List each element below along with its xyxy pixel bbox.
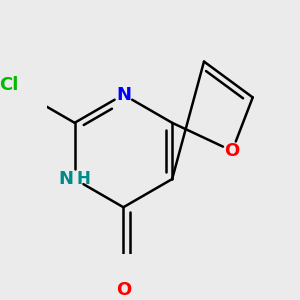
Text: O: O <box>116 281 131 299</box>
Text: Cl: Cl <box>0 76 19 94</box>
Text: N: N <box>116 86 131 104</box>
Text: N: N <box>58 170 73 188</box>
Text: O: O <box>224 142 240 160</box>
Text: H: H <box>76 170 90 188</box>
